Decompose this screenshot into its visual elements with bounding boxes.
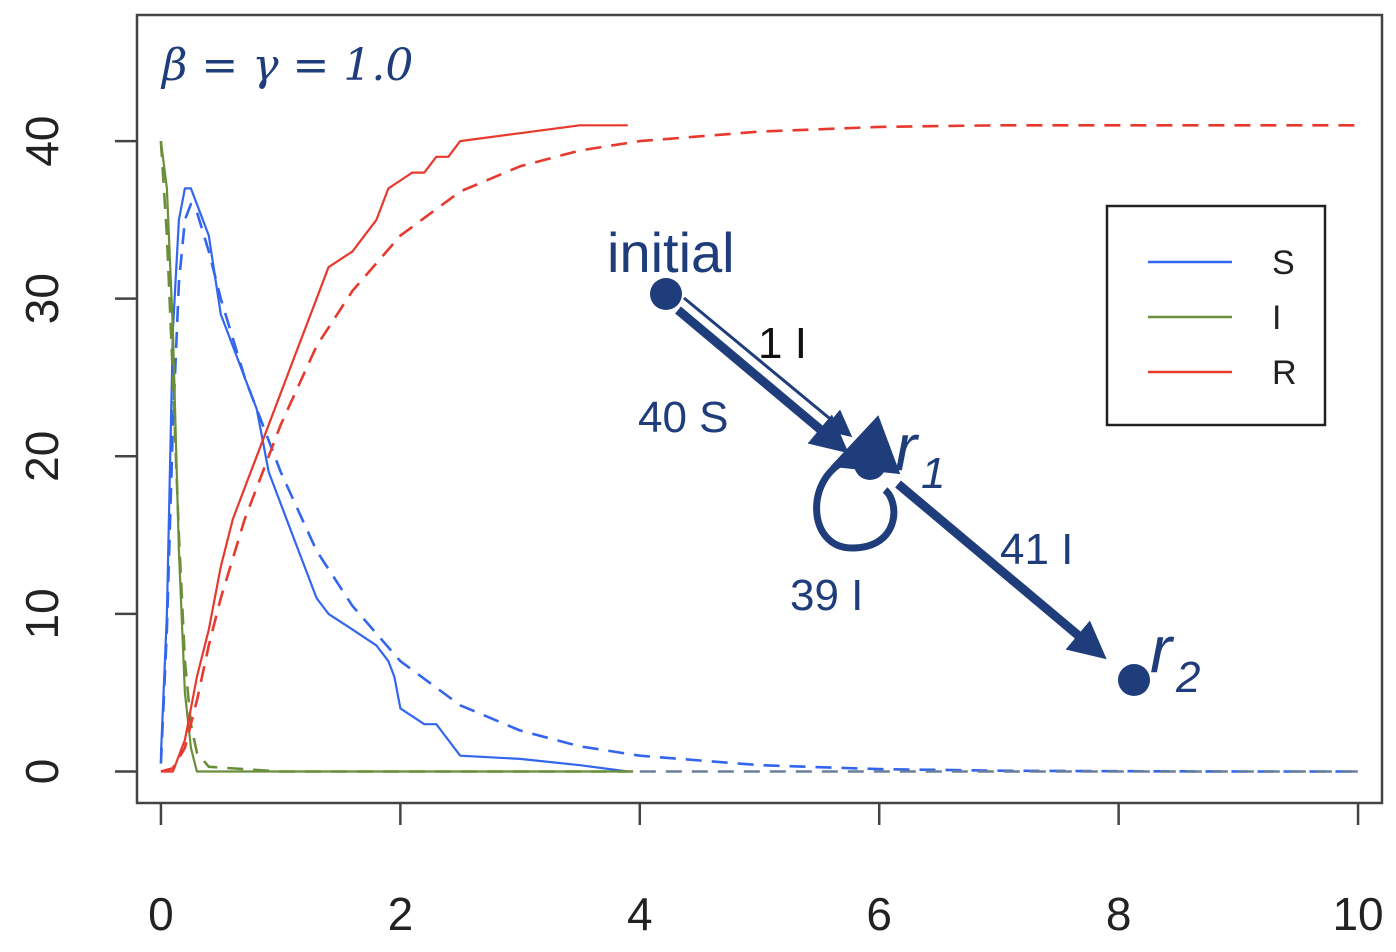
edge-label-1i: 1 I <box>758 319 807 368</box>
y-tick-label: 0 <box>16 759 68 785</box>
x-tick-label: 8 <box>1106 888 1132 940</box>
node-initial <box>650 278 682 310</box>
series-line-i-expected <box>159 141 640 773</box>
legend-label-r: R <box>1272 354 1297 392</box>
y-tick-label: 40 <box>16 115 68 166</box>
x-tick-label: 0 <box>148 888 174 940</box>
node-initial-label: initial <box>607 221 735 284</box>
edge-label-40s: 40 S <box>638 393 729 442</box>
legend-entries: SIR <box>1148 244 1297 392</box>
y-tick-label: 10 <box>16 588 68 639</box>
edge-initial-r1-thick <box>675 306 849 454</box>
edge-label-41i: 41 I <box>1000 525 1073 574</box>
series-line-r-expected <box>160 124 1359 773</box>
series-line-s-expected <box>159 202 1359 773</box>
axis-ticks: 0 2 4 6 8 10 0 10 20 30 40 <box>16 115 1384 940</box>
x-tick-label: 6 <box>866 888 892 940</box>
x-tick-label: 10 <box>1332 888 1383 940</box>
y-tick-label: 20 <box>16 431 68 482</box>
series-line-s <box>159 187 628 773</box>
parameter-annotation: β = γ = 1.0 <box>160 40 413 91</box>
state-graph: initial r1 r2 40 S 1 I 39 I 41 I <box>607 221 1200 702</box>
legend: SIR <box>1105 204 1327 427</box>
edge-r1-self-loop <box>813 415 901 552</box>
legend-label-i: I <box>1272 299 1281 337</box>
node-r1 <box>854 448 886 480</box>
y-tick-label: 30 <box>16 273 68 324</box>
legend-box <box>1105 204 1327 427</box>
edge-initial-r1-thin <box>683 296 853 438</box>
node-r1-label: r1 <box>895 410 945 498</box>
x-tick-label: 4 <box>627 888 653 940</box>
x-tick-label: 2 <box>388 888 414 940</box>
series-layer <box>159 124 1359 773</box>
edge-r1-r2 <box>895 480 1107 660</box>
node-r2 <box>1118 664 1150 696</box>
node-r2-label: r2 <box>1150 612 1200 702</box>
edge-label-39i: 39 I <box>790 571 863 620</box>
series-line-r <box>160 124 628 773</box>
legend-label-s: S <box>1272 244 1295 282</box>
